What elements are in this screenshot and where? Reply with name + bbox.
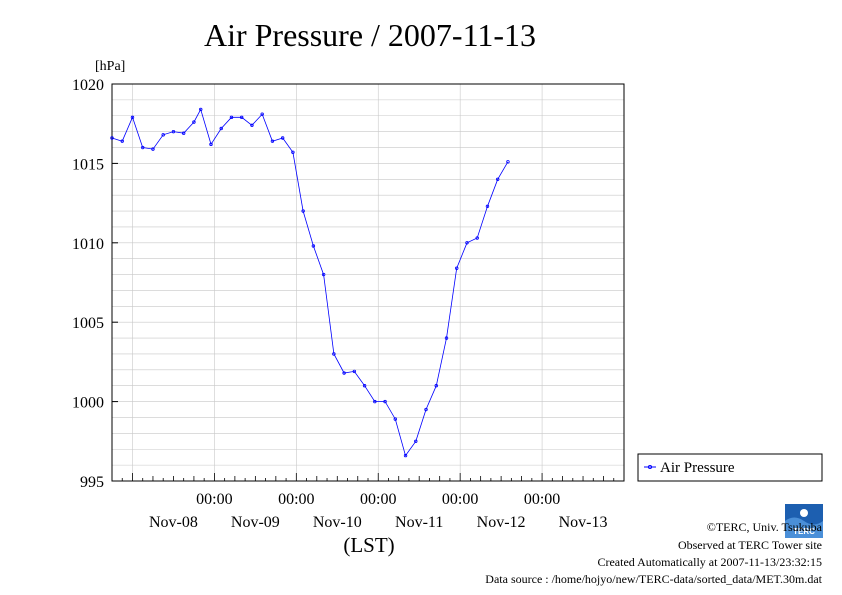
credit-observed: Observed at TERC Tower site bbox=[678, 538, 822, 552]
data-point bbox=[455, 266, 459, 270]
data-point bbox=[424, 407, 428, 412]
data-point bbox=[465, 241, 469, 245]
x-time-label: 00:00 bbox=[278, 491, 314, 508]
x-time-label: 00:00 bbox=[360, 491, 396, 508]
data-point bbox=[485, 204, 490, 208]
data-point bbox=[260, 112, 264, 116]
x-axis-ticks: 00:00 00:00 00:00 00:00 00:00 Nov-08 Nov-09 Nov… bbox=[111, 473, 625, 531]
series-points-air-pressure bbox=[110, 107, 510, 458]
data-point bbox=[496, 177, 500, 181]
data-point bbox=[291, 150, 295, 154]
data-point bbox=[342, 371, 346, 375]
x-day-label: Nov-13 bbox=[559, 514, 608, 531]
series-line-air-pressure bbox=[111, 108, 509, 457]
data-point bbox=[444, 336, 449, 340]
data-point bbox=[250, 123, 254, 127]
data-point bbox=[171, 129, 176, 134]
y-axis-ticks: 995 1000 1005 1010 1015 1020 bbox=[72, 77, 118, 491]
chart-title: Air Pressure / 2007-11-13 bbox=[204, 17, 536, 53]
legend-marker-icon bbox=[647, 464, 653, 470]
data-point bbox=[130, 115, 135, 120]
terc-logo-wave-icon bbox=[785, 517, 823, 538]
plot-frame bbox=[111, 83, 625, 482]
y-tick-label: 995 bbox=[80, 474, 104, 491]
x-time-label: 00:00 bbox=[524, 491, 560, 508]
x-day-label: Nov-12 bbox=[477, 514, 526, 531]
x-day-label: Nov-10 bbox=[313, 514, 362, 531]
data-point bbox=[311, 244, 316, 248]
y-tick-label: 1015 bbox=[72, 156, 104, 173]
legend-label-air-pressure: Air Pressure bbox=[660, 460, 735, 476]
data-point bbox=[141, 145, 145, 150]
data-point bbox=[373, 399, 377, 404]
data-point bbox=[393, 417, 398, 421]
data-point bbox=[110, 136, 114, 140]
y-axis-unit: [hPa] bbox=[95, 59, 125, 74]
data-point bbox=[280, 136, 285, 140]
data-point bbox=[240, 115, 244, 120]
data-point bbox=[270, 139, 275, 143]
data-point bbox=[192, 120, 196, 124]
data-point bbox=[362, 384, 367, 388]
x-time-label: 00:00 bbox=[442, 491, 478, 508]
data-point bbox=[161, 133, 165, 137]
data-point bbox=[219, 126, 223, 131]
data-point bbox=[332, 352, 336, 356]
y-tick-label: 1005 bbox=[72, 315, 104, 332]
credit-created: Created Automatically at 2007-11-13/23:3… bbox=[597, 555, 822, 569]
data-point bbox=[475, 236, 479, 240]
terc-logo-text: TERC bbox=[793, 527, 815, 536]
grid-lines bbox=[112, 84, 624, 481]
x-axis-title: (LST) bbox=[343, 533, 394, 557]
terc-logo-drop-icon bbox=[800, 509, 808, 517]
x-day-label: Nov-08 bbox=[149, 514, 198, 531]
data-point bbox=[321, 272, 326, 277]
data-point bbox=[199, 107, 203, 112]
data-point bbox=[229, 115, 234, 120]
data-point bbox=[301, 209, 305, 213]
data-point bbox=[120, 139, 124, 143]
credit-source: Data source : /home/hojyo/new/TERC-data/… bbox=[485, 572, 822, 586]
x-time-label: 00:00 bbox=[196, 491, 232, 508]
credit-copyright: ©TERC, Univ. Tsukuba bbox=[707, 520, 823, 534]
data-point bbox=[434, 384, 438, 388]
data-point bbox=[414, 439, 418, 443]
data-point bbox=[181, 131, 186, 135]
y-tick-label: 1010 bbox=[72, 236, 104, 253]
data-point bbox=[403, 453, 408, 458]
y-tick-label: 1000 bbox=[72, 395, 104, 412]
data-point bbox=[151, 147, 155, 151]
x-day-label: Nov-09 bbox=[231, 514, 280, 531]
data-point bbox=[383, 399, 387, 404]
terc-logo: TERC bbox=[785, 504, 823, 538]
data-point bbox=[506, 160, 510, 164]
data-point bbox=[209, 142, 213, 147]
y-tick-label: 1020 bbox=[72, 77, 104, 94]
data-point bbox=[352, 369, 357, 374]
legend: Air Pressure bbox=[637, 453, 823, 482]
legend-box bbox=[637, 453, 823, 482]
x-day-label: Nov-11 bbox=[395, 514, 443, 531]
